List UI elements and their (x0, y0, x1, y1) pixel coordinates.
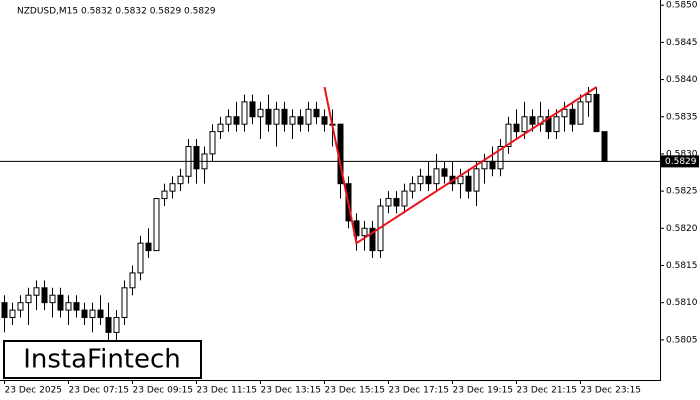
candle-body (73, 302, 80, 311)
y-tick-label: 0.5835 (666, 112, 698, 122)
watermark: InstaFintech (23, 345, 181, 375)
candle-body (153, 198, 160, 252)
price-label-box (661, 155, 699, 168)
y-tick-label: 0.5825 (666, 187, 698, 197)
y-tick-label: 0.5820 (666, 224, 698, 234)
candle-body (577, 101, 584, 125)
candle-body (289, 116, 296, 125)
candle-body (481, 160, 488, 170)
candle-body (393, 198, 400, 207)
x-tick-label: 23 Dec 15:15 (325, 386, 386, 396)
candle-body (169, 183, 176, 192)
candle-body (489, 160, 496, 170)
y-tick-label: 0.5845 (666, 38, 698, 48)
candle-body (265, 108, 272, 125)
candle-body (593, 93, 600, 133)
candle-body (385, 198, 392, 207)
candle-body (417, 175, 424, 185)
candle-body (401, 190, 408, 207)
candle-body (193, 145, 200, 170)
x-tick-label: 23 Dec 2025 (5, 386, 63, 396)
x-tick-label: 23 Dec 09:15 (133, 386, 194, 396)
candle-body (209, 131, 216, 155)
candle-body (65, 302, 72, 311)
candle-body (545, 116, 552, 133)
candle-body (113, 317, 120, 333)
candle-body (145, 242, 152, 252)
candle-body (321, 116, 328, 125)
x-tick-label: 23 Dec 21:15 (517, 386, 578, 396)
candle-body (49, 294, 56, 304)
y-tick-label: 0.5840 (666, 75, 698, 85)
candle-body (569, 108, 576, 125)
candle-body (121, 287, 128, 319)
candle-body (241, 101, 248, 125)
candle-body (89, 309, 96, 319)
candle-body (137, 242, 144, 274)
candle-body (441, 168, 448, 177)
candle-body (25, 294, 32, 304)
candle-body (433, 168, 440, 185)
candle-body (273, 108, 280, 125)
candle-body (497, 145, 504, 170)
candle-body (9, 309, 16, 319)
candle-body (97, 309, 104, 319)
x-tick-label: 23 Dec 11:15 (197, 386, 258, 396)
candle-body (41, 287, 48, 304)
candle-body (561, 108, 568, 118)
candle-body (521, 116, 528, 133)
candle-body (513, 123, 520, 133)
x-tick-label: 23 Dec 23:15 (581, 386, 642, 396)
pattern-line (323, 86, 598, 245)
candle-body (553, 116, 560, 133)
candle-body (129, 272, 136, 289)
x-tick-label: 23 Dec 19:15 (453, 386, 514, 396)
watermark-box (3, 340, 202, 379)
candle-body (473, 168, 480, 192)
candle-body (249, 101, 256, 118)
candle-body (57, 294, 64, 311)
candle-body (233, 116, 240, 125)
chart-title: NZDUSD,M15 0.5832 0.5832 0.5829 0.5829 (17, 7, 216, 17)
y-tick-label: 0.5805 (666, 335, 698, 345)
x-tick-label: 23 Dec 07:15 (69, 386, 130, 396)
candle-body (409, 183, 416, 192)
y-tick-label: 0.5850 (666, 1, 698, 11)
candle-body (361, 227, 368, 237)
candle-body (225, 116, 232, 125)
candle-body (601, 131, 608, 162)
candle-body (81, 309, 88, 319)
candle-body (305, 108, 312, 125)
candle-body (465, 175, 472, 192)
candle-body (177, 175, 184, 185)
candle-body (217, 123, 224, 133)
candle-body (297, 116, 304, 125)
candle-body (257, 108, 264, 118)
candle-body (17, 302, 24, 311)
candle-body (425, 175, 432, 185)
price-label: 0.5829 (665, 157, 697, 167)
candle-body (281, 108, 288, 125)
y-tick-label: 0.5810 (666, 298, 698, 308)
y-tick-label: 0.5830 (666, 149, 698, 159)
candle-body (585, 93, 592, 103)
y-tick-label: 0.5815 (666, 261, 698, 271)
candle-body (313, 108, 320, 118)
candle-body (529, 116, 536, 125)
x-tick-label: 23 Dec 17:15 (389, 386, 450, 396)
candle-body (1, 302, 8, 319)
candle-body (33, 287, 40, 296)
x-tick-label: 23 Dec 13:15 (261, 386, 322, 396)
candle-body (505, 123, 512, 147)
candle-body (369, 227, 376, 252)
candle-body (105, 317, 112, 333)
candle-body (161, 190, 168, 200)
